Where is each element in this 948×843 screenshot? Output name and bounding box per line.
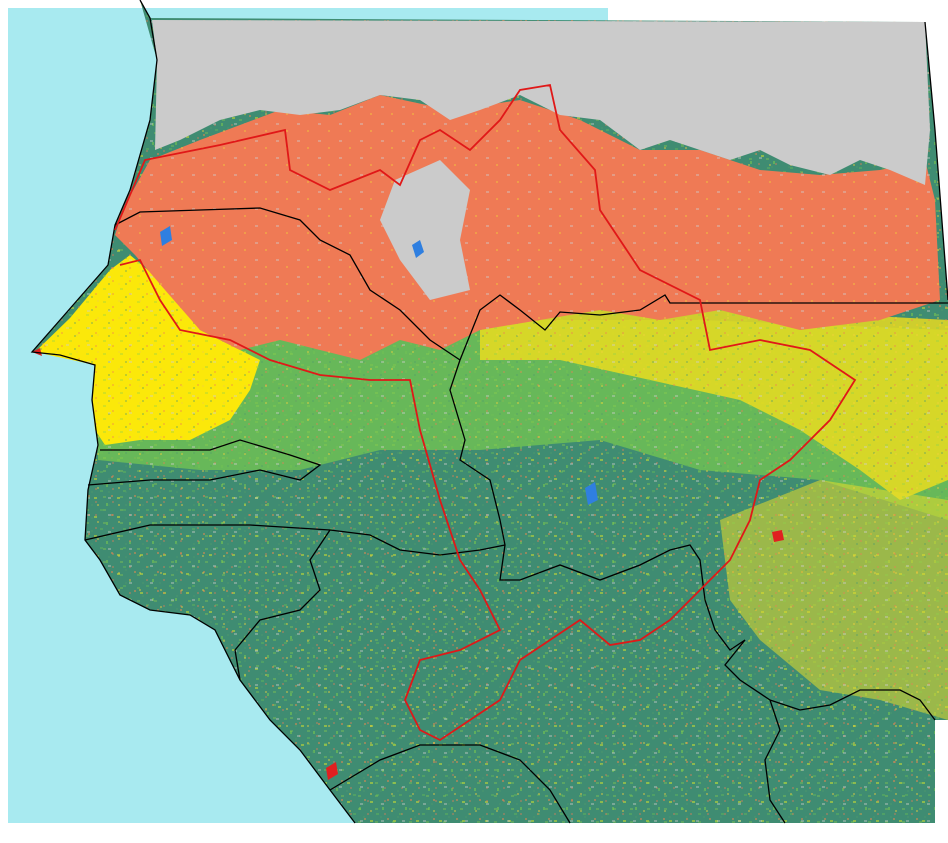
- country-borders: [84, 21, 948, 824]
- border: [924, 21, 948, 301]
- urban-spot: [772, 530, 784, 542]
- desert-patch: [380, 160, 470, 300]
- border: [724, 639, 786, 824]
- border: [449, 359, 746, 651]
- lake: [585, 482, 598, 505]
- desert-zone: [152, 20, 930, 185]
- border: [459, 294, 948, 361]
- border: [87, 439, 322, 486]
- border: [769, 689, 936, 721]
- border: [329, 744, 571, 824]
- lake: [160, 226, 172, 246]
- border: [114, 207, 461, 361]
- region-outline: [114, 83, 857, 742]
- urban-spot: [326, 762, 338, 780]
- border: [234, 529, 331, 681]
- lake: [412, 240, 424, 258]
- border: [84, 524, 506, 556]
